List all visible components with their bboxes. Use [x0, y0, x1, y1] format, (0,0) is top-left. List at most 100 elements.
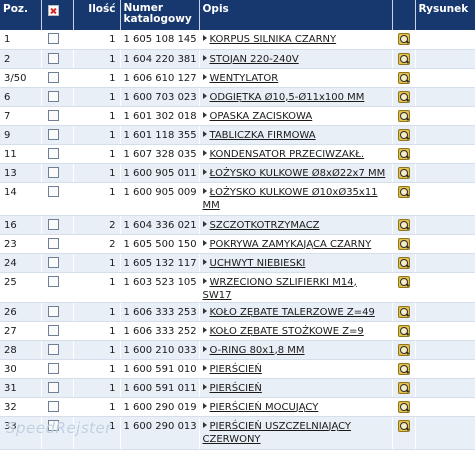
row-description-link[interactable]: POKRYWA ZAMYKAJĄCA CZARNY	[209, 238, 372, 250]
magnifier-drawing-icon[interactable]	[397, 52, 410, 65]
row-select-cell[interactable]	[41, 182, 74, 216]
row-rysunek-cell	[415, 68, 475, 88]
row-select-cell[interactable]	[41, 272, 74, 303]
row-description-link[interactable]: KORPUS SILNIKA CZARNY	[209, 34, 337, 45]
row-checkbox[interactable]	[47, 275, 59, 287]
row-checkbox[interactable]	[47, 128, 59, 140]
row-description-link[interactable]: WENTYLATOR	[209, 72, 279, 84]
row-description-link[interactable]: ŁOŻYSKO KULKOWE Ø10xØ35x11 MM	[202, 186, 378, 211]
row-checkbox[interactable]	[47, 166, 59, 178]
row-checkbox[interactable]	[47, 256, 59, 268]
row-select-cell[interactable]	[41, 302, 74, 322]
table-row: 23 2 1 605 500 150 POKRYWA ZAMYKAJĄCA CZARN…	[0, 234, 475, 254]
magnifier-drawing-icon[interactable]	[397, 90, 410, 103]
row-description-link[interactable]: PIERŚCIEŃ	[209, 382, 262, 394]
row-select-cell[interactable]	[41, 378, 74, 398]
row-rysunek-cell	[415, 340, 475, 360]
row-checkbox[interactable]	[47, 419, 59, 431]
row-checkbox[interactable]	[47, 109, 59, 121]
magnifier-drawing-icon[interactable]	[397, 381, 410, 394]
row-description-link[interactable]: OPASKA ZACISKOWA	[209, 110, 313, 122]
row-description-link[interactable]: KONDENSATOR PRZECIWZAKŁ.	[209, 148, 365, 160]
magnifier-drawing-icon[interactable]	[397, 128, 410, 141]
table-row: 30 1 1 600 591 010 PIERŚCIEŃ	[0, 359, 475, 379]
row-description-link[interactable]: UCHWYT NIEBIESKI	[209, 257, 306, 269]
magnifier-drawing-icon[interactable]	[397, 166, 410, 179]
row-checkbox[interactable]	[47, 400, 59, 412]
magnifier-drawing-icon[interactable]	[397, 362, 410, 375]
magnifier-drawing-icon[interactable]	[397, 109, 410, 122]
row-checkbox[interactable]	[47, 362, 59, 374]
magnifier-drawing-icon[interactable]	[397, 324, 410, 337]
row-checkbox[interactable]	[47, 71, 59, 83]
magnifier-drawing-icon[interactable]	[397, 218, 410, 231]
row-description-link[interactable]: TABLICZKA FIRMOWA	[209, 129, 316, 141]
row-select-cell[interactable]	[41, 416, 74, 450]
row-catalog-number: 1 600 290 019	[120, 397, 200, 417]
row-checkbox[interactable]	[47, 33, 59, 44]
row-description: PIERŚCIEŃ	[199, 359, 393, 379]
row-description-link[interactable]: STOJAN 220-240V	[209, 53, 299, 65]
row-description-link[interactable]: KOŁO ZĘBATE STOŻKOWE Z=9	[209, 325, 364, 337]
magnifier-drawing-icon[interactable]	[397, 305, 410, 318]
row-drawing-cell	[392, 106, 416, 126]
row-rysunek-cell	[415, 87, 475, 107]
row-select-cell[interactable]	[41, 106, 74, 126]
row-drawing-cell	[392, 253, 416, 273]
row-quantity: 1	[73, 272, 121, 303]
magnifier-drawing-icon[interactable]	[397, 400, 410, 413]
magnifier-drawing-icon[interactable]	[397, 147, 410, 160]
row-description-link[interactable]: WRZECIONO SZLIFIERKI M14, SW17	[202, 276, 357, 301]
row-checkbox[interactable]	[47, 343, 59, 355]
row-checkbox[interactable]	[47, 147, 59, 159]
row-select-cell[interactable]	[41, 321, 74, 341]
row-checkbox[interactable]	[47, 52, 59, 64]
row-select-cell[interactable]	[41, 144, 74, 164]
magnifier-drawing-icon[interactable]	[397, 185, 410, 198]
row-description-link[interactable]: ŁOŻYSKO KULKOWE Ø8xØ22x7 MM	[209, 167, 386, 179]
row-quantity: 1	[73, 340, 121, 360]
row-catalog-number: 1 606 610 127	[120, 68, 200, 88]
row-select-cell[interactable]	[41, 125, 74, 145]
row-checkbox[interactable]	[47, 218, 59, 230]
magnifier-drawing-icon[interactable]	[397, 71, 410, 84]
row-checkbox[interactable]	[47, 324, 59, 336]
header-select-all[interactable]	[41, 0, 74, 30]
row-select-cell[interactable]	[41, 397, 74, 417]
row-select-cell[interactable]	[41, 234, 74, 254]
row-rysunek-cell	[415, 182, 475, 216]
row-description-link[interactable]: PIERŚCIEŃ MOCUJĄCY	[209, 401, 319, 413]
row-drawing-cell	[392, 340, 416, 360]
row-checkbox[interactable]	[47, 90, 59, 102]
row-checkbox[interactable]	[47, 185, 59, 197]
magnifier-drawing-icon[interactable]	[397, 343, 410, 356]
row-select-cell[interactable]	[41, 215, 74, 235]
row-description-link[interactable]: ODGIĘTKA Ø10,5-Ø11x100 MM	[209, 91, 365, 103]
row-checkbox[interactable]	[47, 381, 59, 393]
magnifier-drawing-icon[interactable]	[397, 33, 410, 45]
row-select-cell[interactable]	[41, 340, 74, 360]
row-select-cell[interactable]	[41, 163, 74, 183]
close-x-icon[interactable]	[47, 5, 59, 16]
row-select-cell[interactable]	[41, 68, 74, 88]
row-description-link[interactable]: SZCZOTKOTRZYMACZ	[209, 219, 320, 231]
magnifier-drawing-icon[interactable]	[397, 419, 410, 432]
row-select-cell[interactable]	[41, 87, 74, 107]
row-select-cell[interactable]	[41, 30, 74, 50]
table-row: 33 1 1 600 290 013 PIERŚCIEŃ USZCZELNIAJĄCY…	[0, 416, 475, 450]
row-select-cell[interactable]	[41, 49, 74, 69]
row-select-cell[interactable]	[41, 253, 74, 273]
row-checkbox[interactable]	[47, 305, 59, 317]
row-description-link[interactable]: PIERŚCIEŃ USZCZELNIAJĄCY CZERWONY	[202, 420, 352, 445]
arrow-right-icon	[202, 54, 207, 61]
magnifier-drawing-icon[interactable]	[397, 275, 410, 288]
magnifier-drawing-icon[interactable]	[397, 256, 410, 269]
row-description-link[interactable]: PIERŚCIEŃ	[209, 363, 262, 375]
arrow-right-icon	[202, 258, 207, 265]
row-catalog-number: 1 605 108 145	[120, 30, 200, 50]
magnifier-drawing-icon[interactable]	[397, 237, 410, 250]
row-description-link[interactable]: O-RING 80x1,8 MM	[209, 344, 305, 356]
row-select-cell[interactable]	[41, 359, 74, 379]
row-description-link[interactable]: KOŁO ZĘBATE TALERZOWE Z=49	[209, 306, 375, 318]
row-checkbox[interactable]	[47, 237, 59, 249]
